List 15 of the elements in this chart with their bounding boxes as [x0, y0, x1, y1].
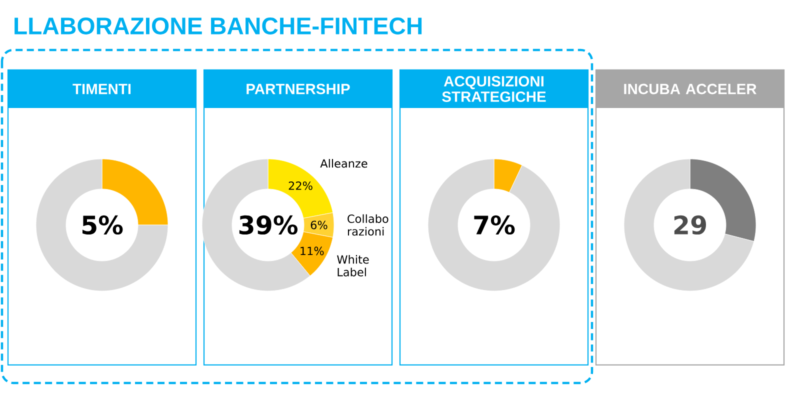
slice-label: White Label: [337, 255, 369, 276]
text: LLABORAZIONE BANCHE-FINTECH: [14, 18, 422, 34]
slice-label: Collabo razioni: [348, 214, 388, 236]
text: 7%: [474, 215, 515, 235]
chart-title: INCUBA ACCELER: [624, 84, 756, 94]
chart-title: PARTNERSHIP: [246, 84, 350, 94]
data-label: 22%: [288, 181, 312, 190]
slice-label: Alleanze: [320, 159, 368, 168]
text: 39%: [239, 215, 298, 235]
data-label: 11%: [300, 246, 324, 256]
chart-title: TIMENTI: [72, 84, 131, 94]
chart-title: ACQUISIZIONI STRATEGICHE: [442, 76, 546, 102]
data-label: 6%: [310, 220, 328, 230]
text: 29: [674, 215, 706, 235]
text: 5%: [82, 215, 123, 235]
